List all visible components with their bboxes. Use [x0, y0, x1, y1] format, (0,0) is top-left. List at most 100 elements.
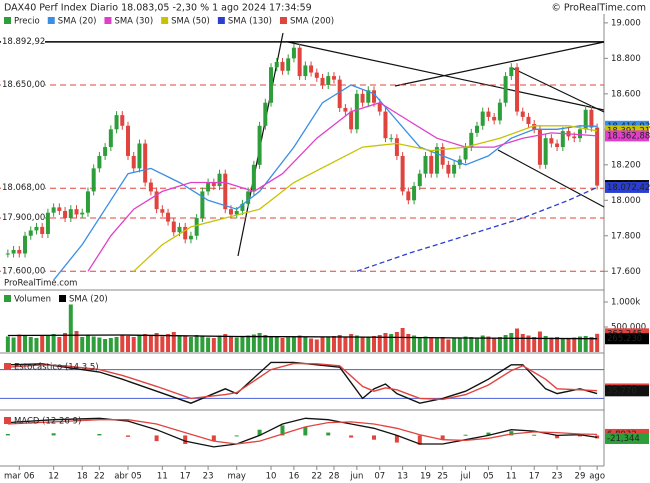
x-tick-label: 23 [552, 472, 563, 482]
legend-label: Estocástico (14 3 5) [14, 363, 99, 373]
x-tick-label: ago [589, 472, 605, 482]
legend-swatch [217, 17, 225, 24]
level-label-bg [1, 35, 45, 47]
candle [114, 115, 119, 130]
volume-bar [406, 334, 411, 352]
candle [394, 138, 399, 156]
macd-histogram [303, 426, 308, 436]
candle [520, 111, 525, 117]
volume-bar [211, 338, 216, 352]
volume-bar [120, 334, 125, 352]
legend-swatch [4, 363, 11, 370]
candle [349, 111, 354, 130]
candle [63, 210, 68, 219]
y-tick-label: 500.000 [611, 323, 646, 333]
candle [309, 65, 314, 73]
volume-bar [383, 333, 388, 352]
volume-bar [360, 336, 365, 352]
volume-bar [412, 335, 417, 352]
level-label: 18.892,92 [2, 37, 45, 47]
candle [263, 102, 268, 126]
candle [474, 125, 479, 133]
candle [160, 209, 165, 213]
volume-bar [223, 334, 228, 352]
volume-bar [28, 337, 33, 352]
volume-bar [251, 334, 256, 352]
y-tick-label: 19.000 [611, 18, 641, 28]
x-tick-label: 19 [420, 472, 431, 482]
candle [320, 77, 325, 85]
candle [40, 226, 45, 234]
trendline [511, 67, 605, 113]
legend-swatch [4, 17, 11, 24]
volume-bar [515, 328, 520, 352]
candle [537, 129, 542, 165]
candle [251, 164, 256, 192]
volume-bar [572, 337, 577, 352]
legend-label: SMA (50) [171, 17, 210, 27]
volume-bar [34, 338, 39, 352]
candle [143, 143, 148, 183]
volume-bar [560, 338, 565, 352]
macd-line [7, 419, 598, 445]
volume-bar [423, 336, 428, 352]
candle [383, 111, 388, 139]
candle [85, 191, 90, 213]
volume-bar [68, 304, 73, 352]
volume-bar [303, 337, 308, 352]
volume-bar [148, 335, 153, 352]
candle [108, 129, 113, 148]
legend-swatch [161, 17, 169, 24]
volume-bar [400, 328, 405, 352]
macd-histogram [234, 435, 239, 437]
volume-bar [486, 336, 491, 352]
macd-histogram [417, 435, 422, 445]
volume-bar [480, 335, 485, 352]
trendline [394, 41, 605, 87]
sma-line [356, 186, 598, 272]
candle [126, 125, 131, 156]
volume-bar [91, 336, 96, 352]
macd-histogram [183, 435, 188, 444]
candle [246, 191, 251, 204]
volume-bar [440, 337, 445, 352]
candle [412, 186, 417, 201]
volume-bar [457, 337, 462, 352]
volume-bar [63, 333, 68, 352]
level-label-bg [1, 182, 45, 194]
x-tick-label: 29 [575, 472, 586, 482]
x-tick-label: 10 [266, 472, 277, 482]
candle [515, 67, 520, 112]
candle [80, 212, 85, 215]
x-tick-label: 22 [311, 472, 322, 482]
candle [200, 191, 205, 219]
x-tick-label: 18 [77, 472, 88, 482]
level-label: 18.068,00 [2, 183, 45, 193]
sma-line [87, 101, 598, 272]
volume-bar [566, 338, 571, 352]
volume-bar [80, 337, 85, 352]
volume-bar [492, 337, 497, 352]
x-tick-label: jul [459, 472, 470, 482]
x-tick-label: may [227, 472, 246, 482]
volume-bar [555, 337, 560, 352]
volume-bar [446, 339, 451, 352]
legend-label: SMA (20) [69, 295, 108, 305]
macd-histogram [577, 435, 582, 437]
volume-bar [166, 334, 171, 352]
y-tick-label: 18.200 [611, 160, 641, 170]
volume-bar [595, 333, 600, 352]
candle [297, 47, 302, 77]
volume-bar [497, 337, 502, 352]
y-tick-label: 18.600 [611, 89, 641, 99]
oscillator-line [7, 362, 598, 401]
candle [206, 182, 211, 192]
volume-bar [377, 335, 382, 352]
volume-bar [429, 337, 434, 352]
legend-label: Precio [14, 17, 40, 27]
volume-bar [160, 336, 165, 352]
candle [331, 76, 336, 80]
volume-bar [188, 337, 193, 352]
watermark: ProRealTime.com [4, 279, 77, 289]
legend-swatch [4, 417, 11, 424]
